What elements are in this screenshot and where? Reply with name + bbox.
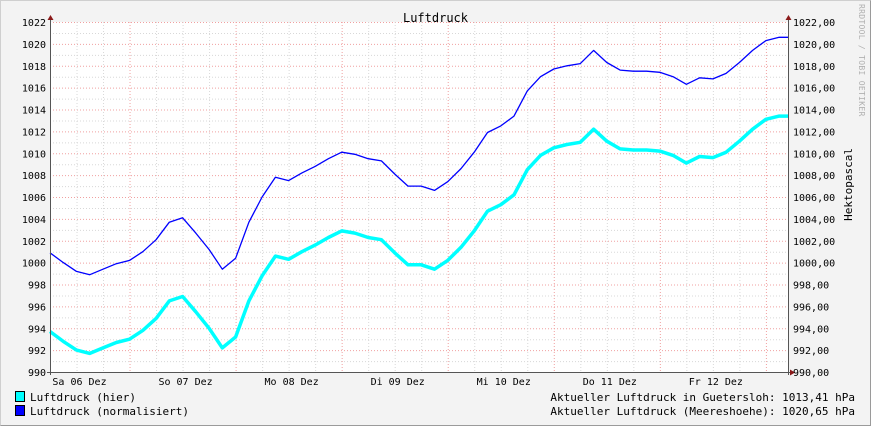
x-tick-label: So 07 Dez bbox=[158, 377, 212, 388]
y-tick-label-right: 1010,00 bbox=[793, 149, 835, 160]
y-tick-label-right: 1014,00 bbox=[793, 106, 835, 117]
y-tick-label-left: 994 bbox=[28, 324, 46, 335]
y-tick-label-left: 992 bbox=[28, 346, 46, 357]
rrdtool-watermark: RRDTOOL / TOBI OETIKER bbox=[857, 4, 866, 117]
y-tick-label-right: 998,00 bbox=[793, 281, 829, 292]
y-axis-arrow-icon bbox=[47, 15, 54, 20]
y-tick-label-right: 996,00 bbox=[793, 302, 829, 313]
y-tick-label-left: 1010 bbox=[22, 149, 46, 160]
x-tick-label: Di 09 Dez bbox=[371, 377, 425, 388]
legend-item-normalisiert: Luftdruck (normalisiert) bbox=[15, 405, 189, 418]
series-line-0 bbox=[48, 114, 788, 356]
x-tick-label: Fr 12 Dez bbox=[689, 377, 743, 388]
y-tick-label-right: 1002,00 bbox=[793, 237, 835, 248]
y-tick-label-left: 1022 bbox=[22, 18, 46, 29]
current-local-pressure: Aktueller Luftdruck in Guetersloh: 1013,… bbox=[550, 391, 855, 404]
y-tick-label-right: 1022,00 bbox=[793, 18, 835, 29]
y-tick-label-right: 990,00 bbox=[793, 368, 829, 379]
legend-label: Luftdruck (normalisiert) bbox=[30, 405, 189, 418]
y-tick-label-left: 1020 bbox=[22, 40, 46, 51]
y-tick-label-right: 1016,00 bbox=[793, 84, 835, 95]
x-axis-arrow-icon bbox=[790, 369, 795, 376]
y-tick-label-left: 998 bbox=[28, 281, 46, 292]
y-tick-label-right: 1018,00 bbox=[793, 62, 835, 73]
series-line-1 bbox=[49, 36, 788, 276]
y-tick-label-right: 994,00 bbox=[793, 324, 829, 335]
y-axis-right-arrow-icon bbox=[785, 15, 792, 20]
y-tick-label-left: 1008 bbox=[22, 171, 46, 182]
y-tick-label-right: 1006,00 bbox=[793, 193, 835, 204]
y-tick-label-right: 1000,00 bbox=[793, 259, 835, 270]
y-tick-label-left: 1018 bbox=[22, 62, 46, 73]
x-tick-label: Mo 08 Dez bbox=[265, 377, 319, 388]
x-tick-label: Mi 10 Dez bbox=[477, 377, 531, 388]
y-tick-label-left: 1002 bbox=[22, 237, 46, 248]
y-tick-label-left: 1016 bbox=[22, 84, 46, 95]
current-sea-level-pressure: Aktueller Luftdruck (Meereshoehe): 1020,… bbox=[550, 405, 855, 418]
legend-swatch-blue bbox=[15, 405, 25, 416]
y-tick-label-left: 1000 bbox=[22, 259, 46, 270]
legend-item-hier: Luftdruck (hier) bbox=[15, 391, 136, 404]
x-tick-label: Do 11 Dez bbox=[583, 377, 637, 388]
y-tick-label-left: 1014 bbox=[22, 106, 46, 117]
y-tick-label-left: 1006 bbox=[22, 193, 46, 204]
y-tick-label-right: 1004,00 bbox=[793, 215, 835, 226]
y-tick-label-left: 1004 bbox=[22, 215, 46, 226]
y-tick-label-right: 1012,00 bbox=[793, 127, 835, 138]
y-tick-label-right: 1008,00 bbox=[793, 171, 835, 182]
legend-swatch-cyan bbox=[15, 391, 25, 402]
y-tick-label-left: 996 bbox=[28, 302, 46, 313]
y-tick-label-left: 1012 bbox=[22, 127, 46, 138]
legend-label: Luftdruck (hier) bbox=[30, 391, 136, 404]
y-tick-label-left: 990 bbox=[28, 368, 46, 379]
y-tick-label-right: 992,00 bbox=[793, 346, 829, 357]
chart-title: Luftdruck bbox=[402, 11, 469, 25]
x-tick-label: Sa 06 Dez bbox=[52, 377, 106, 388]
y-tick-label-right: 1020,00 bbox=[793, 40, 835, 51]
